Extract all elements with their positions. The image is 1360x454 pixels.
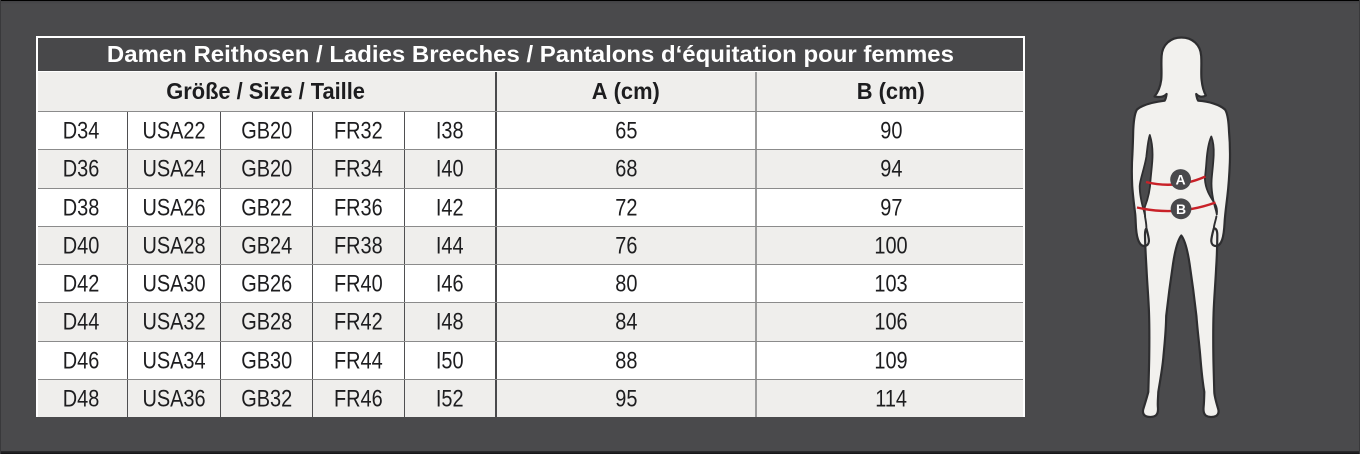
svg-text:B: B — [1176, 201, 1186, 217]
svg-text:A: A — [1176, 172, 1186, 188]
